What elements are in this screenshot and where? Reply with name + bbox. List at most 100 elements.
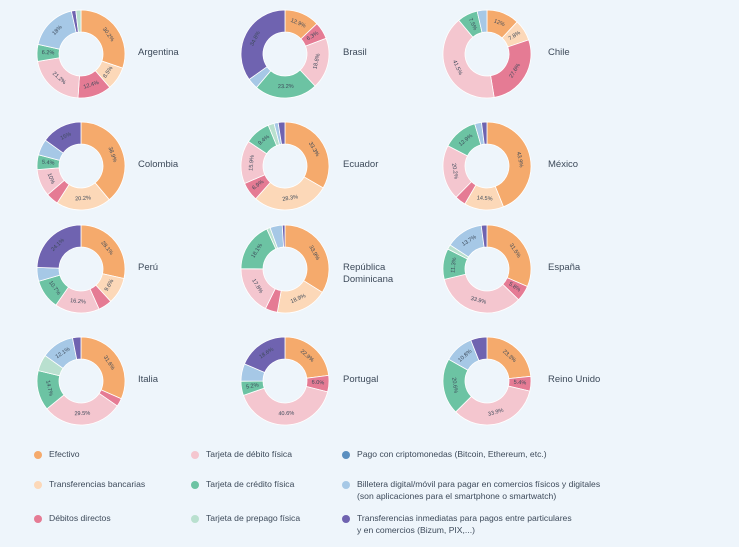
slice-label-colombia-inmediatas: 15% <box>60 131 73 141</box>
slice-espana-inmediatas <box>480 224 488 248</box>
slice-label-brasil-credito: 23.2% <box>278 84 294 90</box>
legend-swatch-billetera <box>342 481 350 489</box>
legend-item-debito: Tarjeta de débito física <box>191 448 292 460</box>
donut-mexico: 43.9%14.5%20.2%12.9% <box>442 121 532 211</box>
slice-portugal-inmediatas <box>243 336 286 373</box>
slice-label-espana-debito: 33.9% <box>470 296 487 306</box>
donut-chile: 12%7.8%27.6%41.5%7.5% <box>442 9 532 99</box>
slice-colombia-efectivo <box>80 121 126 201</box>
legend-label-transferencias: Transferencias bancarias <box>49 479 146 489</box>
legend: Efectivo Tarjeta de débito física Pago con… <box>0 440 739 547</box>
slice-label-chile-transferencias: 7.8% <box>508 30 522 42</box>
slice-label-mexico-transferencias: 14.5% <box>476 195 492 202</box>
legend-label-credito: Tarjeta de crédito física <box>206 479 295 489</box>
slice-label-espana-credito: 11.3% <box>450 257 458 273</box>
slice-label-colombia-credito: 5.4% <box>42 160 55 167</box>
slice-label-peru-debito: 16.2% <box>70 298 86 305</box>
slice-chile-debitos_directos <box>490 39 532 98</box>
slice-label-colombia-efectivo: 38.9% <box>106 146 117 163</box>
donut-espana: 31.5%5.8%33.9%11.3%13.7% <box>442 224 532 314</box>
slice-label-argentina-debitos_directos: 12.4% <box>83 80 100 91</box>
slice-peru-efectivo <box>80 224 126 279</box>
country-label-espana: España <box>548 262 581 273</box>
legend-label-prepago: Tarjeta de prepago física <box>206 513 301 523</box>
legend-swatch-prepago <box>191 515 199 523</box>
slice-label-colombia-debito: 10% <box>46 172 56 185</box>
legend-swatch-debitos_directos <box>34 515 42 523</box>
legend-swatch-inmediatas <box>342 515 350 523</box>
legend-label-efectivo: Efectivo <box>49 449 80 459</box>
slice-espana-debito <box>443 273 520 314</box>
slice-label-ecuador-debito: 15.9% <box>248 155 255 171</box>
slice-label-republica-dominicana-transferencias: 18.9% <box>290 293 307 305</box>
slice-mexico-inmediatas <box>481 121 488 145</box>
slice-italia-efectivo <box>80 336 126 400</box>
slice-espana-efectivo <box>486 224 532 288</box>
donut-argentina: 30.2%8.5%12.4%21.2%6.2%18% <box>36 9 126 99</box>
country-label-chile: Chile <box>548 47 570 58</box>
legend-swatch-debito <box>191 451 199 459</box>
country-label-italia: Italia <box>138 374 159 385</box>
slice-argentina-prepago <box>75 9 82 33</box>
legend-swatch-cripto <box>342 451 350 459</box>
slice-label-portugal-credito: 5.2% <box>246 383 260 391</box>
legend-item-debitos_directos: Débitos directos <box>34 512 111 524</box>
slice-label-reino-unido-credito: 20.6% <box>450 377 458 394</box>
legend-label-debitos_directos: Débitos directos <box>49 513 111 523</box>
donut-peru: 28.1%9.6%16.2%10.7%24.1% <box>36 224 126 314</box>
country-label-argentina: Argentina <box>138 47 179 58</box>
donut-portugal: 22.9%6.0%40.6%5.2%18.6% <box>240 336 330 426</box>
donut-republica-dominicana: 33.9%18.9%17.8%18.1% <box>240 224 330 314</box>
slice-mexico-efectivo <box>486 121 532 208</box>
slice-label-portugal-debitos_directos: 6.0% <box>311 380 324 387</box>
legend-item-cripto: Pago con criptomonedas (Bitcoin, Ethereu… <box>342 448 547 460</box>
country-label-mexico: México <box>548 159 579 170</box>
legend-label-debito: Tarjeta de débito física <box>206 449 292 459</box>
slice-italia-inmediatas <box>72 336 82 360</box>
legend-swatch-transferencias <box>34 481 42 489</box>
slice-label-brasil-debitos_directos: 6.3% <box>306 30 320 42</box>
donut-colombia: 38.9% 20.2% 10% 5.4% 15% <box>36 121 126 211</box>
country-label-brasil: Brasil <box>343 47 367 58</box>
slice-label-peru-transferencias: 9.6% <box>104 278 116 292</box>
country-label-ecuador: Ecuador <box>343 159 379 170</box>
slice-colombia-inmediatas <box>44 121 82 154</box>
slice-brasil-inmediatas <box>240 9 286 80</box>
slice-label-mexico-efectivo: 43.9% <box>515 151 524 168</box>
slice-portugal-debito <box>242 385 329 426</box>
slice-chile-debito <box>442 19 495 99</box>
slice-ecuador-efectivo <box>284 121 330 189</box>
donut-reino-unido: 23.3%5.4%33.9%20.6%10.8% <box>442 336 532 426</box>
slice-label-portugal-debito: 40.6% <box>278 411 294 418</box>
donut-ecuador: 33.3%28.3%6.9%15.9%9.4% <box>240 121 330 211</box>
donut-brasil: 12.9%6.3%18.8%23.2%34.8% <box>240 9 330 99</box>
slice-chile-billetera <box>476 9 488 34</box>
slice-reino-unido-inmediatas <box>470 336 488 362</box>
legend-item-credito: Tarjeta de crédito física <box>191 478 294 490</box>
slice-ecuador-inmediatas <box>277 121 286 145</box>
slice-label-brasil-debito: 18.8% <box>312 53 321 70</box>
slice-label-reino-unido-debito: 33.9% <box>487 408 504 418</box>
legend-item-inmediatas: Transferencias inmediatas para pagos ent… <box>342 512 572 536</box>
slice-label-reino-unido-debitos_directos: 5.4% <box>513 380 526 387</box>
slice-republica-dominicana-efectivo <box>284 224 330 293</box>
legend-swatch-credito <box>191 481 199 489</box>
slice-peru-inmediatas <box>36 224 82 269</box>
slice-label-argentina-credito: 6.2% <box>42 50 55 56</box>
legend-label-billetera: Billetera digital/móvil para pagar en co… <box>357 479 601 501</box>
legend-item-transferencias: Transferencias bancarias <box>34 478 145 490</box>
legend-swatch-efectivo <box>34 451 42 459</box>
slice-label-ecuador-transferencias: 28.3% <box>282 194 299 202</box>
slice-label-chile-efectivo: 12% <box>493 18 506 28</box>
slice-label-mexico-debito: 20.2% <box>450 163 458 180</box>
slice-label-italia-credito: 14.7% <box>44 380 53 397</box>
country-label-peru: Perú <box>138 262 159 273</box>
slice-label-colombia-transferencias: 20.2% <box>75 195 91 202</box>
slice-reino-unido-debito <box>455 385 531 426</box>
legend-label-cripto: Pago con criptomonedas (Bitcoin, Ethereu… <box>357 449 547 459</box>
country-label-reino-unido: Reino Unido <box>548 374 601 385</box>
slice-republica-dominicana-inmediatas <box>281 224 286 248</box>
legend-item-billetera: Billetera digital/móvil para pagar en co… <box>342 478 600 502</box>
country-label-colombia: Colombia <box>138 159 179 170</box>
slice-label-chile-credito: 7.5% <box>467 17 478 31</box>
